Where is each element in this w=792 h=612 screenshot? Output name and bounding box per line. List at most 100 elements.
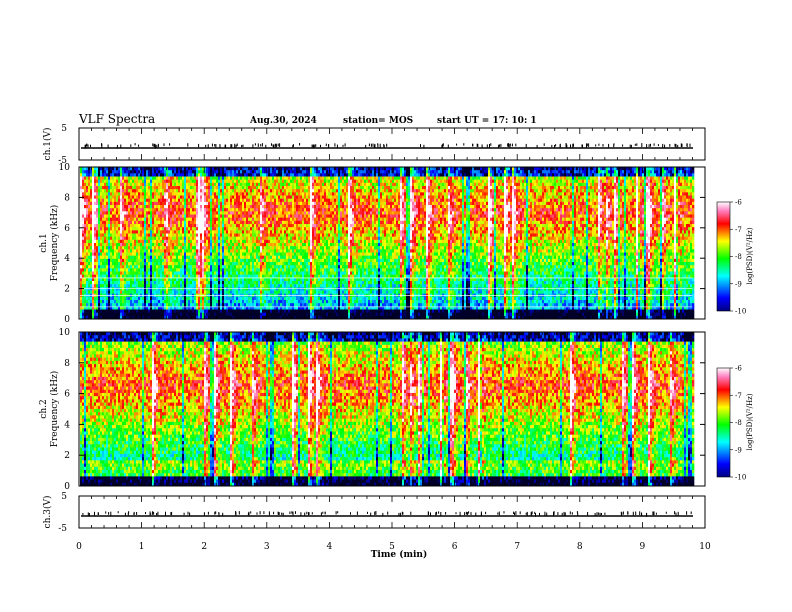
spectrogram-cell [160,290,163,294]
spectrogram-cell [258,252,261,256]
voltage-spike [157,143,159,148]
spectrogram-cell [258,303,261,307]
spectrogram-cell [218,290,221,294]
spectrogram-cell [248,300,251,304]
spectrogram-cell [186,239,189,244]
spectrogram-cell [198,315,201,320]
spectrogram-cell [116,284,119,288]
voltage-spike [292,144,294,147]
spectrogram-cell [160,227,163,231]
spectrogram-cell [172,176,175,180]
spectrogram-cell [134,173,137,177]
spectrogram-cell [194,233,197,237]
spectrogram-cell [198,262,201,266]
spectrogram-cell [258,236,261,241]
spectrogram-cell [158,265,161,269]
spectrogram-cell [90,287,93,291]
spectrogram-cell [260,296,263,301]
spectrogram-cell [104,220,107,225]
spectrogram-cell [230,189,233,193]
spectrogram-cell [222,239,225,244]
spectrogram-cell [190,189,193,193]
spectrogram-cell [244,246,247,250]
spectrogram-cell [100,220,103,225]
spectrogram-cell [138,315,141,320]
spectrogram-cell [128,220,131,225]
spectrogram-cell [202,309,205,313]
spectrogram-cell [186,274,189,279]
spectrogram-cell [210,233,213,237]
spectrogram-cell [190,186,193,190]
spectrogram-cell [174,265,177,269]
spectrogram-cell [140,274,143,279]
spectrogram-cell [196,315,199,320]
voltage-spike [674,143,676,147]
spectrogram-cell [140,249,143,253]
spectrogram-cell [138,182,141,187]
spectrogram-cell [252,315,255,320]
spectrogram-cell [272,220,275,225]
spectrogram-cell [84,201,87,206]
spectrogram-cell [270,198,273,203]
spectrogram-cell [206,186,209,190]
spectrogram-cell [190,195,193,199]
voltage-spike [311,144,313,148]
spectrogram-cell [222,208,225,212]
spectrogram-cell [134,271,137,275]
spectrogram-cell [108,287,111,291]
spectrogram-cell [254,170,257,174]
spectrogram-cell [144,296,147,301]
spectrogram-cell [208,189,211,193]
spectrogram-cell [194,262,197,266]
spectrogram-cell [108,192,111,196]
spectrogram-cell [240,182,243,187]
spectrogram-cell [144,227,147,231]
spectrogram-cell [224,205,227,209]
spectrogram-cell [252,173,255,177]
spectrogram-cell [130,182,133,187]
spectrogram-cell [270,274,273,279]
spectrogram-cell [194,186,197,190]
spectrogram-cell [154,217,157,222]
spectrogram-cell [194,306,197,310]
spectrogram-cell [186,227,189,231]
spectrogram-cell [112,277,115,282]
voltage-spike [90,144,91,148]
spectrogram-cell [218,243,221,247]
spectrogram-cell [90,309,93,313]
spectrogram-cell [234,249,237,253]
spectrogram-cell [156,211,159,215]
spectrogram-cell [238,262,241,266]
spectrogram-cell [180,296,183,301]
spectrogram-cell [210,208,213,212]
spectrogram-cell [98,284,101,288]
spectrogram-cell [242,306,245,310]
spectrogram-cell [276,303,279,307]
spectrogram-cell [154,239,157,244]
spectrogram-cell [118,167,121,171]
spectrogram-cell [160,274,163,279]
spectrogram-cell [162,300,165,304]
spectrogram-cell [192,315,195,320]
spectrogram-cell [154,284,157,288]
spectrogram-cell [226,252,229,256]
spectrogram-cell [212,296,215,301]
spectrogram-cell [270,214,273,218]
spectrogram-cell [234,217,237,222]
spectrogram-cell [280,192,283,196]
spectrogram-cell [234,306,237,310]
spectrogram-cell [148,179,151,184]
spectrogram-cell [150,208,153,212]
spectrogram-cell [218,224,221,228]
spectrogram-cell [114,195,117,199]
spectrogram-cell [144,220,147,225]
spectrogram-cell [172,224,175,228]
spectrogram-cell [190,224,193,228]
spectrogram-cell [248,265,251,269]
spectrogram-cell [210,243,213,247]
spectrogram-cell [86,220,89,225]
spectrogram-cell [204,281,207,285]
spectrogram-cell [278,284,281,288]
spectrogram-cell [258,277,261,282]
spectrogram-cell [236,255,239,260]
